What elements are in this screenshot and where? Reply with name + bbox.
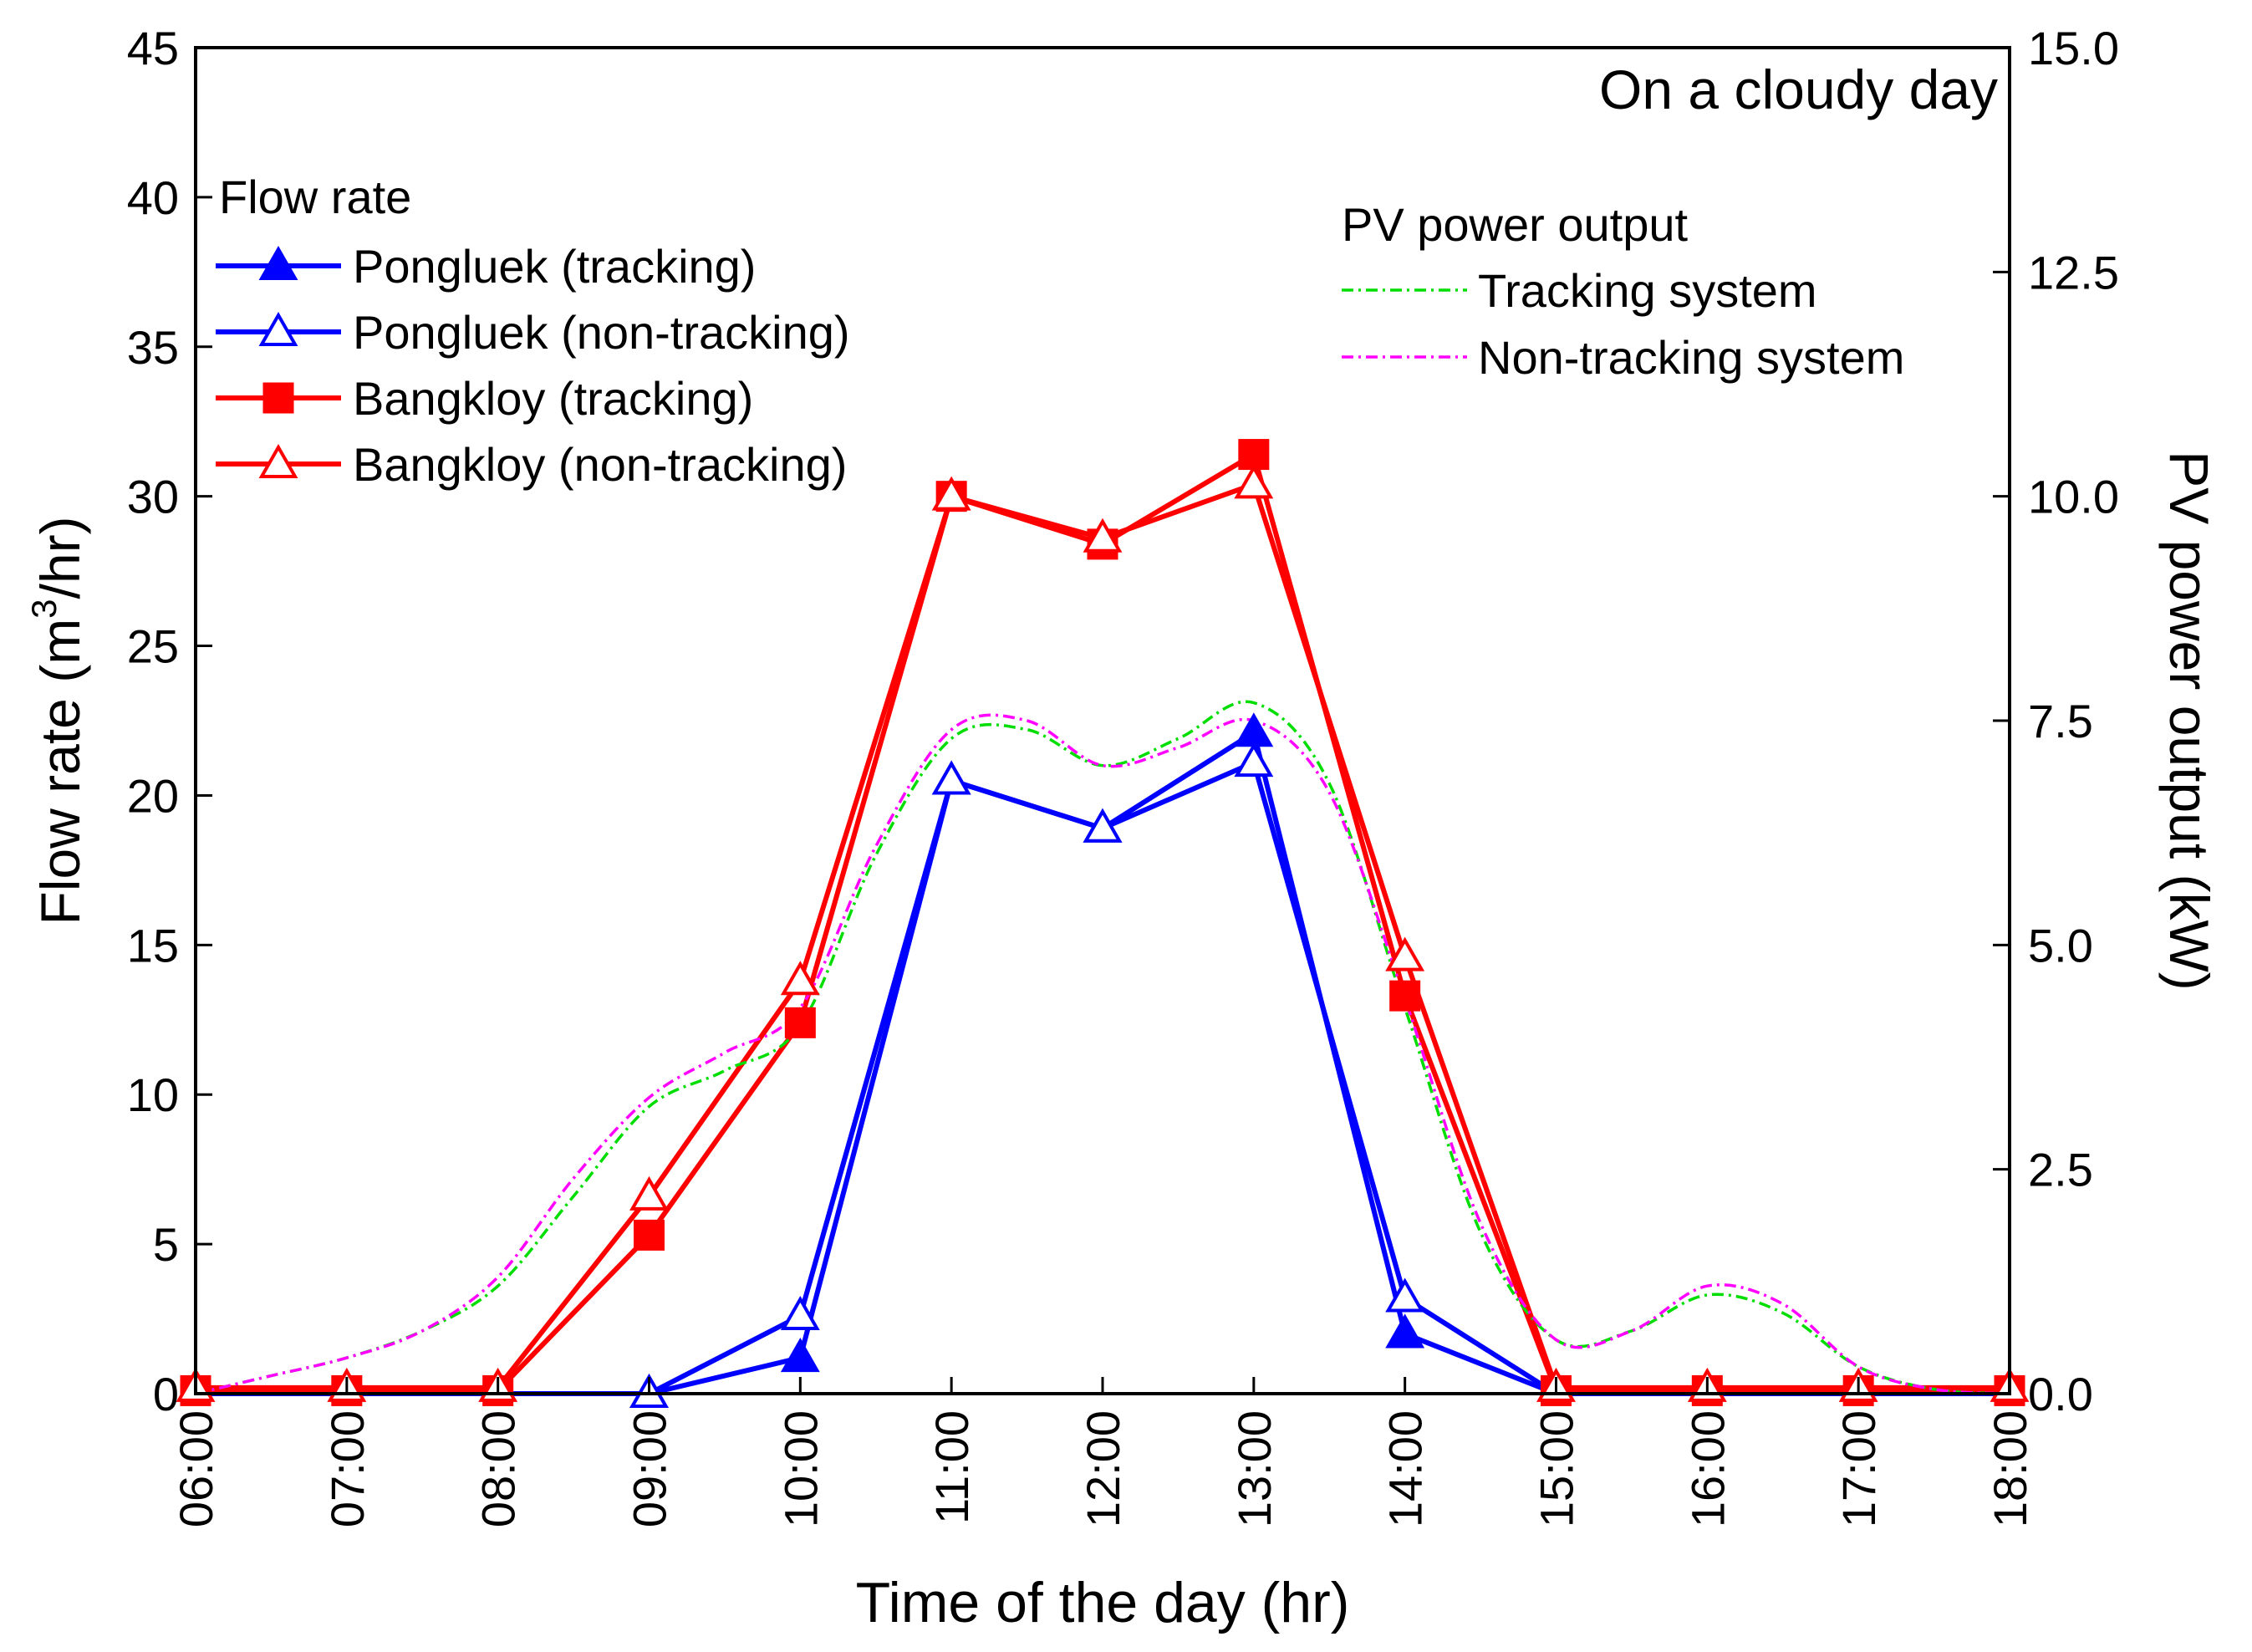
right-tick-label: 12.5 [2028, 246, 2119, 298]
flow-point-3 [1083, 518, 1123, 553]
left-tick-label: 30 [127, 471, 179, 523]
left-tick-label: 15 [127, 919, 179, 971]
x-tick-label: 14:00 [1379, 1410, 1432, 1527]
left-tick-label: 45 [127, 22, 179, 74]
flow-point-2 [634, 1219, 665, 1251]
legend-pv-output: PV power output Tracking system Non-track… [1342, 198, 1904, 384]
right-tick-label: 10.0 [2028, 471, 2119, 523]
x-tick-label: 06:00 [170, 1410, 222, 1527]
flow-point-3 [1234, 464, 1274, 499]
y-axis-left-label-main: Flow rate (m [29, 619, 91, 925]
x-tick-label: 15:00 [1531, 1410, 1583, 1527]
left-tick-label: 0 [153, 1368, 179, 1420]
flow-point-1 [1385, 1277, 1425, 1313]
legend-flow-marker [258, 245, 298, 280]
flow-point-3 [931, 476, 971, 511]
right-tick-label: 2.5 [2028, 1144, 2093, 1196]
flow-point-3 [1385, 936, 1425, 971]
legend-pv-title: PV power output [1342, 198, 1688, 251]
right-axis: 0.0 2.5 5.0 7.5 10.0 12.5 15.0 [1993, 22, 2119, 1420]
left-tick-label: 10 [127, 1068, 179, 1121]
right-tick-label: 15.0 [2028, 22, 2119, 74]
left-tick-label: 35 [127, 321, 179, 374]
x-tick-label: 18:00 [1984, 1410, 2036, 1527]
legend-flow-label: Pongluek (tracking) [353, 240, 756, 293]
y-axis-left-label-tail: /hr) [29, 516, 91, 599]
flow-point-2 [1389, 980, 1421, 1012]
flow-point-1 [1234, 742, 1274, 778]
left-tick-label: 25 [127, 620, 179, 673]
right-tick-label: 5.0 [2028, 919, 2093, 971]
x-axis: 06:00 07:00 08:00 09:00 10:00 11:00 12:00 13:00… [170, 1377, 2036, 1527]
y-axis-right-label: PV power output (kW) [2158, 451, 2220, 991]
x-tick-label: 07:00 [321, 1410, 374, 1527]
flow-point-1 [931, 760, 971, 795]
left-axis: 0 5 10 15 20 25 30 35 40 45 [127, 22, 212, 1420]
x-tick-label: 09:00 [624, 1410, 676, 1527]
legend-flow-label: Pongluek (non-tracking) [353, 306, 850, 359]
flow-point-2 [784, 1007, 816, 1038]
flow-point-2 [1238, 439, 1270, 471]
x-axis-label: Time of the day (hr) [856, 1571, 1350, 1634]
x-tick-label: 11:00 [925, 1410, 978, 1524]
flow-point-3 [780, 961, 820, 996]
flow-point-1 [1083, 808, 1123, 843]
y-axis-left-label: Flow rate (m3/hr) [24, 516, 91, 925]
right-tick-label: 7.5 [2028, 695, 2093, 747]
legend-pv-label: Non-tracking system [1478, 331, 1904, 384]
flow-point-1 [780, 1295, 820, 1330]
left-tick-label: 20 [127, 769, 179, 822]
x-tick-label: 17:00 [1832, 1410, 1885, 1527]
legend-flow-label: Bangkloy (non-tracking) [353, 438, 847, 491]
y-axis-left-label-superscript: 3 [24, 599, 64, 618]
legend-flow-marker [258, 311, 298, 346]
legend-pv-label: Tracking system [1478, 264, 1817, 317]
pv-line-non-tracking [195, 713, 2010, 1395]
legend-flow-label: Bangkloy (tracking) [353, 372, 753, 425]
right-tick-label: 0.0 [2028, 1368, 2093, 1420]
x-tick-label: 13:00 [1228, 1410, 1281, 1527]
legend-flow-title: Flow rate [219, 171, 411, 223]
flow-point-3 [629, 1175, 669, 1211]
left-tick-label: 40 [127, 171, 179, 224]
legend-flow-marker [262, 382, 294, 414]
flow-point-0 [780, 1338, 820, 1373]
x-tick-label: 16:00 [1681, 1410, 1734, 1527]
left-tick-label: 5 [153, 1218, 179, 1271]
legend-flow-items: Pongluek (tracking) Pongluek (non-trackin… [216, 240, 850, 491]
pv-series-lines [195, 700, 2010, 1395]
x-tick-label: 08:00 [472, 1410, 525, 1527]
x-tick-label: 12:00 [1077, 1410, 1129, 1527]
x-tick-label: 10:00 [774, 1410, 827, 1527]
pv-line-tracking [195, 700, 2010, 1395]
legend-flow-rate: Flow rate Pongluek (tracking) Pongluek (n… [216, 171, 850, 491]
flow-point-0 [1385, 1313, 1425, 1349]
legend-flow-marker [258, 443, 298, 478]
chart-title: On a cloudy day [1599, 59, 1998, 120]
legend-pv-items: Tracking system Non-tracking system [1342, 264, 1904, 384]
